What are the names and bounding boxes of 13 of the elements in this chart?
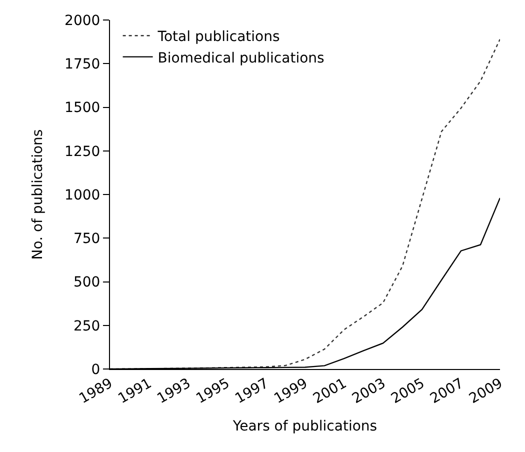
y-tick-label: 250 — [73, 318, 100, 334]
y-tick-label: 1250 — [64, 144, 100, 160]
legend-label: Total publications — [156, 29, 280, 46]
y-axis-title: No. of publications — [30, 129, 46, 260]
y-tick-label: 1000 — [64, 187, 100, 204]
y-tick-label: 0 — [91, 362, 100, 378]
x-axis-title: Years of publications — [232, 418, 378, 434]
y-tick-label: 500 — [73, 274, 100, 291]
y-tick-label: 1750 — [64, 56, 100, 73]
y-tick-label: 750 — [73, 231, 100, 248]
y-tick-label: 2000 — [64, 12, 100, 29]
legend-label: Biomedical publications — [158, 50, 324, 66]
y-tick-label: 1500 — [64, 100, 100, 116]
